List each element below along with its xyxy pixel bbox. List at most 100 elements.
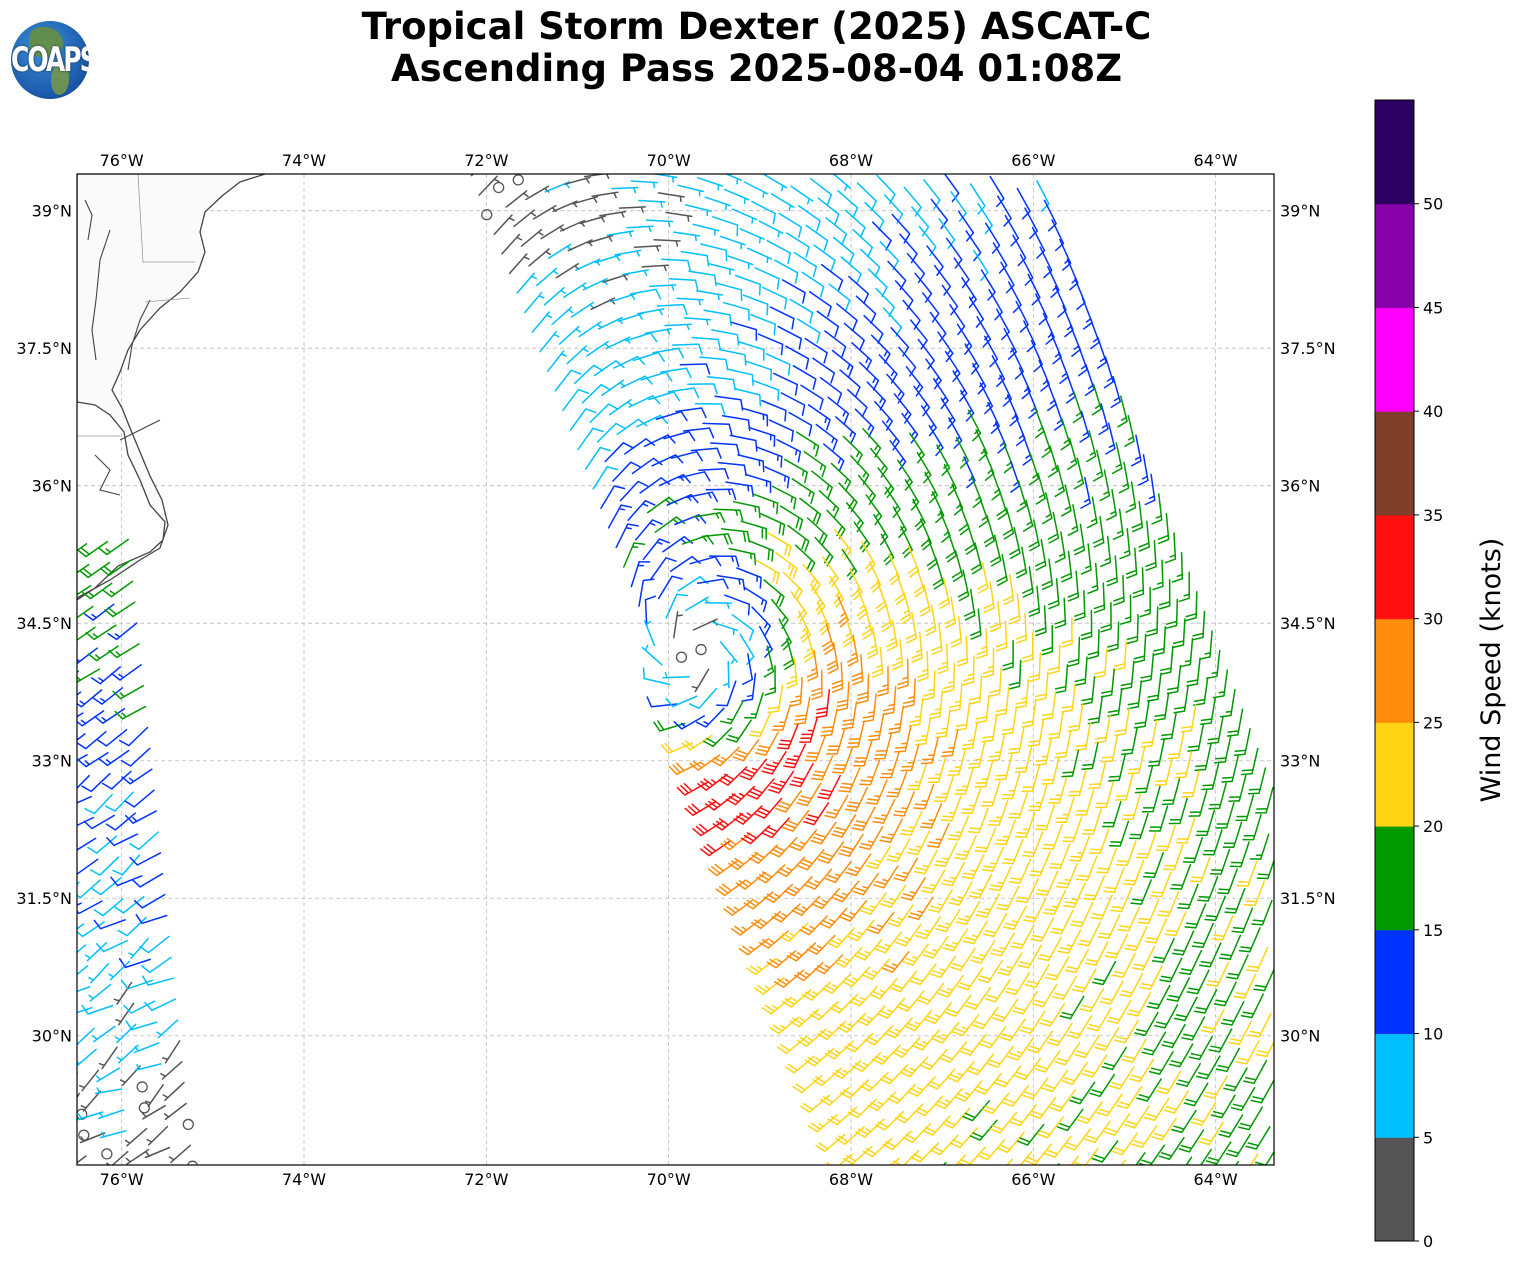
wind-barb (106, 833, 139, 847)
wind-barb (870, 334, 891, 364)
wind-barb (758, 930, 789, 949)
wind-barb (857, 474, 876, 506)
wind-barb (1061, 749, 1080, 778)
wind-barb (959, 1033, 987, 1056)
wind-barb (1140, 653, 1155, 683)
wind-barb (728, 547, 757, 566)
wind-barb (779, 505, 804, 531)
wind-barb (1024, 207, 1038, 240)
wind-barb (77, 944, 87, 954)
wind-barb (1067, 636, 1081, 667)
wind-barb (902, 299, 921, 330)
wind-barb (1231, 907, 1254, 934)
wind-barb (1131, 1124, 1158, 1148)
wind-barb (878, 354, 898, 384)
calm-wind-marker (481, 209, 493, 221)
wind-barb (575, 258, 601, 271)
wind-barb (754, 731, 779, 756)
wind-barb (1015, 612, 1028, 644)
wind-barb (698, 467, 730, 480)
wind-barb (1230, 1086, 1256, 1111)
lat-tick-label: 31.5°N (1280, 889, 1336, 908)
wind-barb (922, 1115, 951, 1136)
wind-barb (1054, 285, 1067, 318)
wind-barb (1017, 944, 1043, 969)
wind-barb (108, 643, 140, 659)
wind-barb (1007, 1038, 1034, 1061)
wind-barb (783, 637, 795, 671)
wind-barb (1074, 1034, 1100, 1059)
wind-barb (95, 939, 128, 953)
lon-tick-label: 72°W (464, 151, 508, 170)
wind-barb (656, 303, 688, 316)
wind-barb (631, 457, 663, 475)
wind-barb (1185, 591, 1198, 622)
wind-barb (943, 174, 960, 203)
wind-barb (1180, 704, 1197, 733)
wind-barb (1228, 774, 1247, 802)
wind-barb (141, 975, 175, 986)
wind-barb (1014, 413, 1026, 447)
wind-barb (538, 163, 562, 173)
wind-barb (112, 854, 141, 876)
wind-barb (761, 996, 793, 1015)
wind-barb (1035, 472, 1046, 505)
wind-barb (80, 1090, 102, 1112)
wind-barb (768, 770, 795, 794)
wind-barb (1002, 507, 1015, 540)
wind-barb (1220, 1001, 1245, 1026)
wind-barb (1060, 550, 1073, 583)
wind-barb (1107, 687, 1123, 717)
wind-barb (1079, 987, 1105, 1013)
wind-barb (1048, 578, 1060, 610)
wind-barb (683, 317, 712, 326)
wind-barb (949, 304, 966, 336)
wind-barb (897, 990, 925, 1012)
wind-barb (763, 645, 775, 678)
wind-barb (881, 420, 900, 451)
wind-barb (772, 485, 797, 510)
wind-barb (644, 327, 672, 335)
wind-barb (938, 577, 951, 610)
wind-barb (1171, 1109, 1197, 1134)
wind-barb (809, 1001, 839, 1021)
chesapeake-bay (84, 199, 161, 496)
colorbar-tick-label: 0 (1423, 1232, 1433, 1251)
wind-barb (932, 378, 949, 410)
wind-barb (733, 387, 762, 407)
wind-barb (976, 628, 988, 660)
wind-barb (668, 761, 701, 776)
wind-barb (668, 278, 699, 292)
wind-barb (1069, 1081, 1096, 1105)
wind-barb (77, 712, 84, 718)
wind-barb (942, 662, 956, 694)
wind-barb (1103, 867, 1125, 893)
wind-barb (894, 724, 912, 753)
wind-barb (710, 746, 740, 767)
wind-barb (593, 360, 625, 377)
wind-barb (721, 415, 751, 432)
wind-barb (769, 836, 798, 858)
wind-barb (1235, 1040, 1260, 1065)
wind-barb (1015, 878, 1039, 904)
wind-barb (1044, 1135, 1072, 1158)
wind-barb (1133, 699, 1150, 729)
wind-barb (920, 405, 937, 437)
wind-barb (920, 736, 939, 765)
lon-tick-label: 64°W (1194, 1170, 1238, 1189)
wind-barb (1010, 460, 1021, 493)
wind-barb (785, 657, 798, 689)
wind-barb (912, 1029, 940, 1051)
wind-barb (979, 1026, 1007, 1049)
wind-barb (83, 603, 115, 621)
wind-barb (700, 840, 732, 857)
wind-barb (77, 731, 107, 750)
wind-barb (673, 611, 683, 639)
wind-barb (806, 934, 836, 955)
wind-barb (882, 307, 903, 337)
wind-barb (77, 1111, 104, 1121)
wind-barb (871, 646, 884, 678)
wind-barb (596, 422, 626, 443)
wind-barb (824, 860, 852, 884)
wind-barb (994, 1065, 1022, 1088)
